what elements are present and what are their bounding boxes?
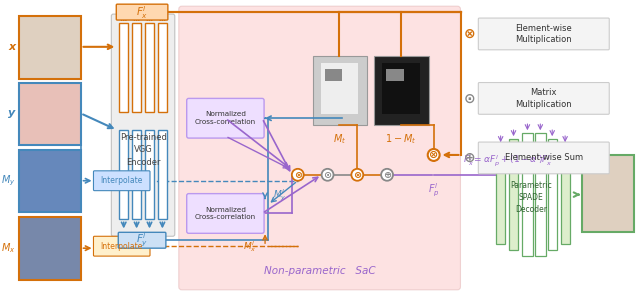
- Bar: [132, 130, 141, 219]
- Text: Parametric
SPADE
Decoder: Parametric SPADE Decoder: [510, 181, 552, 214]
- FancyBboxPatch shape: [187, 194, 264, 233]
- Bar: [535, 133, 546, 256]
- Bar: [158, 23, 167, 112]
- Circle shape: [428, 149, 440, 161]
- Text: ⊕: ⊕: [463, 151, 476, 165]
- Text: Normalized
Cross-correlation: Normalized Cross-correlation: [195, 207, 256, 220]
- FancyBboxPatch shape: [116, 4, 168, 20]
- Bar: [324, 69, 342, 81]
- Text: $F^l_{\hat{x}} = \alpha F^l_p + (1 - \alpha^l)F^l_x$: $F^l_{\hat{x}} = \alpha F^l_p + (1 - \al…: [463, 152, 553, 168]
- Text: y: y: [8, 108, 15, 118]
- Text: Normalized
Cross-correlation: Normalized Cross-correlation: [195, 112, 256, 125]
- Bar: [582, 155, 634, 232]
- Bar: [119, 130, 128, 219]
- Bar: [509, 139, 518, 250]
- Bar: [19, 16, 81, 78]
- Bar: [132, 23, 141, 112]
- FancyBboxPatch shape: [111, 14, 175, 236]
- Circle shape: [322, 169, 333, 181]
- Text: $M^l_x$: $M^l_x$: [243, 239, 257, 254]
- Bar: [158, 130, 167, 219]
- Text: Interpolate: Interpolate: [100, 242, 143, 251]
- FancyBboxPatch shape: [478, 142, 609, 174]
- Text: Pre-trained
VGG
Encoder: Pre-trained VGG Encoder: [120, 133, 166, 167]
- Bar: [145, 23, 154, 112]
- Text: Element-wise Sum: Element-wise Sum: [505, 153, 583, 163]
- Text: $F^l_p$: $F^l_p$: [428, 182, 440, 199]
- Text: Element-wise
Multiplication: Element-wise Multiplication: [515, 24, 572, 44]
- Text: ⊗: ⊗: [353, 170, 362, 180]
- Bar: [321, 63, 358, 114]
- Bar: [19, 83, 81, 145]
- Bar: [145, 130, 154, 219]
- FancyBboxPatch shape: [93, 171, 150, 191]
- FancyBboxPatch shape: [478, 83, 609, 114]
- FancyBboxPatch shape: [478, 18, 609, 50]
- Text: ⊗: ⊗: [429, 150, 438, 160]
- Circle shape: [381, 169, 393, 181]
- Text: $M_t$: $M_t$: [333, 132, 346, 146]
- Bar: [382, 63, 420, 114]
- Text: Interpolate: Interpolate: [100, 176, 143, 185]
- Bar: [548, 139, 557, 250]
- FancyBboxPatch shape: [187, 98, 264, 138]
- Text: ⊗: ⊗: [463, 27, 476, 41]
- Bar: [561, 145, 570, 244]
- Text: ⊕: ⊕: [383, 170, 391, 180]
- Text: Non-parametric   SaC: Non-parametric SaC: [264, 266, 376, 276]
- FancyBboxPatch shape: [93, 236, 150, 256]
- Text: $M_y$: $M_y$: [1, 173, 15, 188]
- Text: $M_x$: $M_x$: [1, 241, 15, 255]
- Bar: [19, 150, 81, 213]
- Bar: [522, 133, 533, 256]
- Bar: [374, 56, 429, 125]
- Text: $F^l_x$: $F^l_x$: [136, 4, 148, 20]
- Text: $F^l_y$: $F^l_y$: [136, 231, 148, 249]
- Text: x: x: [8, 42, 15, 52]
- Bar: [313, 56, 367, 125]
- Circle shape: [351, 169, 364, 181]
- FancyBboxPatch shape: [179, 6, 460, 290]
- Text: $M^l_y$: $M^l_y$: [273, 188, 287, 203]
- Bar: [119, 23, 128, 112]
- Circle shape: [292, 169, 304, 181]
- Text: ⊙: ⊙: [463, 91, 476, 105]
- Text: Matrix
Multiplication: Matrix Multiplication: [515, 88, 572, 109]
- FancyBboxPatch shape: [118, 232, 166, 248]
- Bar: [386, 69, 404, 81]
- Bar: [19, 218, 81, 280]
- Text: $1-M_t$: $1-M_t$: [385, 132, 417, 146]
- Text: ⊗: ⊗: [294, 170, 302, 180]
- Text: ⊙: ⊙: [323, 170, 332, 180]
- Bar: [496, 145, 505, 244]
